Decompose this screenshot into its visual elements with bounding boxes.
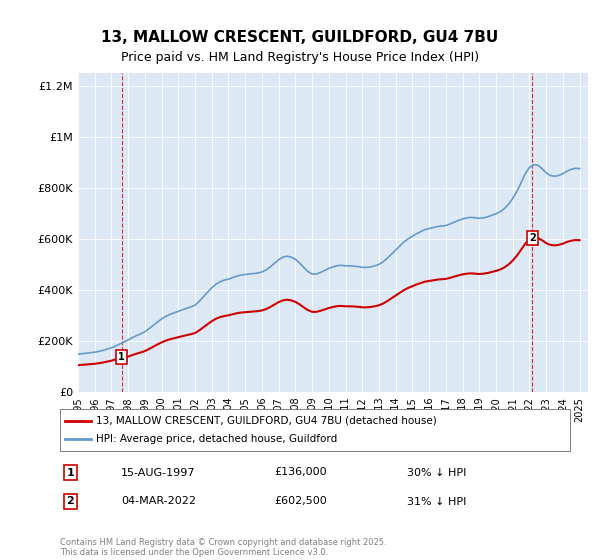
Text: 2: 2 [67, 497, 74, 506]
Text: HPI: Average price, detached house, Guildford: HPI: Average price, detached house, Guil… [96, 434, 337, 444]
Text: Contains HM Land Registry data © Crown copyright and database right 2025.
This d: Contains HM Land Registry data © Crown c… [60, 538, 386, 557]
Text: 30% ↓ HPI: 30% ↓ HPI [407, 468, 466, 478]
Text: 1: 1 [118, 352, 125, 362]
Text: £136,000: £136,000 [274, 468, 327, 478]
Text: 1: 1 [67, 468, 74, 478]
Text: 13, MALLOW CRESCENT, GUILDFORD, GU4 7BU (detached house): 13, MALLOW CRESCENT, GUILDFORD, GU4 7BU … [96, 416, 436, 426]
Text: 13, MALLOW CRESCENT, GUILDFORD, GU4 7BU: 13, MALLOW CRESCENT, GUILDFORD, GU4 7BU [101, 30, 499, 45]
Text: Price paid vs. HM Land Registry's House Price Index (HPI): Price paid vs. HM Land Registry's House … [121, 52, 479, 64]
Text: 31% ↓ HPI: 31% ↓ HPI [407, 497, 466, 506]
Text: 04-MAR-2022: 04-MAR-2022 [121, 497, 196, 506]
Text: 15-AUG-1997: 15-AUG-1997 [121, 468, 196, 478]
Text: 2: 2 [529, 233, 536, 243]
Text: £602,500: £602,500 [274, 497, 327, 506]
